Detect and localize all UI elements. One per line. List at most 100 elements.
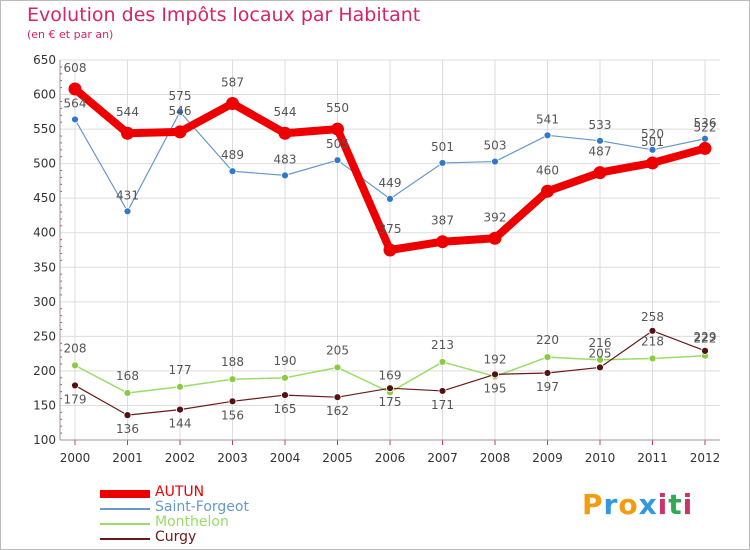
- data-label-monthelon: 208: [64, 341, 87, 355]
- data-label-curgy: 156: [221, 408, 244, 422]
- data-label-monthelon: 220: [536, 333, 559, 347]
- data-label-autun: 460: [536, 163, 559, 177]
- data-label-saint-forgeot: 536: [694, 116, 717, 130]
- data-point-curgy: [228, 397, 237, 406]
- data-label-saint-forgeot: 449: [379, 176, 402, 190]
- x-tick-label: 2002: [165, 451, 196, 465]
- data-label-curgy: 165: [274, 402, 297, 416]
- x-tick-label: 2007: [427, 451, 458, 465]
- data-label-curgy: 195: [484, 381, 507, 395]
- y-tick-label: 100: [33, 433, 56, 447]
- data-label-curgy: 136: [116, 422, 139, 436]
- data-point-saint-forgeot: [333, 156, 342, 165]
- data-point-autun: [541, 184, 554, 198]
- logo-letter: r: [603, 488, 619, 521]
- data-label-curgy: 175: [379, 395, 402, 409]
- data-label-saint-forgeot: 533: [589, 118, 612, 132]
- data-point-curgy: [333, 393, 342, 402]
- x-tick-label: 2006: [375, 451, 406, 465]
- data-point-autun: [698, 141, 712, 155]
- data-point-saint-forgeot: [228, 167, 237, 176]
- data-point-monthelon: [543, 353, 552, 361]
- x-tick-label: 2008: [480, 451, 511, 465]
- logo-letter: P: [582, 488, 604, 521]
- legend-label: Monthelon: [155, 514, 229, 530]
- data-label-saint-forgeot: 489: [221, 148, 244, 162]
- data-point-autun: [68, 82, 82, 96]
- data-label-autun: 544: [116, 105, 139, 119]
- data-point-autun: [488, 231, 502, 245]
- legend-label: Saint-Forgeot: [155, 499, 249, 515]
- data-point-monthelon: [228, 375, 237, 384]
- data-point-monthelon: [648, 354, 657, 363]
- y-tick-label: 500: [33, 157, 56, 171]
- data-label-autun: 546: [169, 104, 192, 118]
- data-point-curgy: [281, 391, 289, 399]
- legend-swatch: [100, 508, 150, 510]
- data-point-saint-forgeot: [648, 145, 657, 154]
- data-point-autun: [436, 235, 449, 249]
- data-point-monthelon: [281, 373, 289, 382]
- data-point-saint-forgeot: [701, 134, 709, 143]
- data-point-monthelon: [123, 389, 132, 397]
- chart-subtitle: (en € et par an): [27, 28, 114, 41]
- data-label-curgy: 162: [326, 404, 349, 418]
- data-label-curgy: 171: [431, 398, 454, 412]
- data-point-curgy: [71, 381, 79, 390]
- data-label-saint-forgeot: 541: [536, 112, 559, 126]
- data-point-autun: [121, 126, 134, 140]
- data-label-curgy: 229: [694, 330, 717, 344]
- data-label-monthelon: 218: [641, 334, 664, 348]
- data-point-autun: [593, 166, 607, 180]
- x-tick-label: 2009: [532, 451, 563, 465]
- data-label-autun: 487: [589, 145, 612, 159]
- data-label-saint-forgeot: 575: [169, 89, 192, 103]
- data-label-autun: 587: [221, 76, 244, 90]
- data-label-monthelon: 190: [274, 354, 297, 368]
- data-point-curgy: [701, 346, 709, 355]
- data-point-monthelon: [71, 361, 79, 370]
- data-point-curgy: [123, 411, 132, 420]
- legend-swatch: [100, 490, 150, 498]
- legend-swatch: [100, 523, 150, 525]
- data-label-monthelon: 177: [169, 363, 192, 377]
- data-label-saint-forgeot: 505: [326, 137, 349, 151]
- data-point-monthelon: [596, 355, 604, 364]
- data-label-monthelon: 222: [694, 332, 717, 346]
- data-point-monthelon: [438, 358, 447, 366]
- data-point-autun: [173, 125, 187, 139]
- data-label-curgy: 205: [589, 346, 612, 360]
- data-point-autun: [331, 122, 344, 136]
- y-tick-label: 450: [33, 191, 56, 205]
- data-point-curgy: [176, 405, 184, 414]
- x-tick-label: 2001: [112, 451, 143, 465]
- data-label-autun: 392: [484, 210, 507, 224]
- data-label-saint-forgeot: 564: [64, 96, 87, 110]
- logo-letter: x: [638, 488, 658, 521]
- data-label-autun: 608: [64, 61, 87, 75]
- data-label-monthelon: 216: [589, 336, 612, 350]
- data-label-monthelon: 213: [431, 338, 454, 352]
- x-tick-label: 2010: [585, 451, 616, 465]
- data-label-curgy: 258: [641, 310, 664, 324]
- data-label-saint-forgeot: 501: [431, 140, 454, 154]
- data-point-monthelon: [333, 363, 342, 372]
- data-label-saint-forgeot: 503: [484, 139, 507, 153]
- y-tick-label: 300: [33, 295, 56, 309]
- data-point-saint-forgeot: [281, 171, 289, 180]
- logo-letter: i: [682, 488, 694, 521]
- y-tick-label: 650: [33, 53, 56, 67]
- data-point-monthelon: [176, 382, 184, 391]
- data-label-monthelon: 168: [116, 369, 139, 383]
- data-label-autun: 501: [641, 135, 664, 149]
- data-point-saint-forgeot: [543, 131, 552, 140]
- data-point-curgy: [386, 384, 394, 393]
- data-label-autun: 375: [379, 222, 402, 236]
- data-point-saint-forgeot: [491, 157, 499, 166]
- data-point-saint-forgeot: [71, 115, 79, 124]
- data-point-saint-forgeot: [596, 136, 604, 145]
- data-label-monthelon: 169: [379, 368, 402, 382]
- data-point-autun: [278, 126, 292, 140]
- legend-swatch: [100, 538, 150, 540]
